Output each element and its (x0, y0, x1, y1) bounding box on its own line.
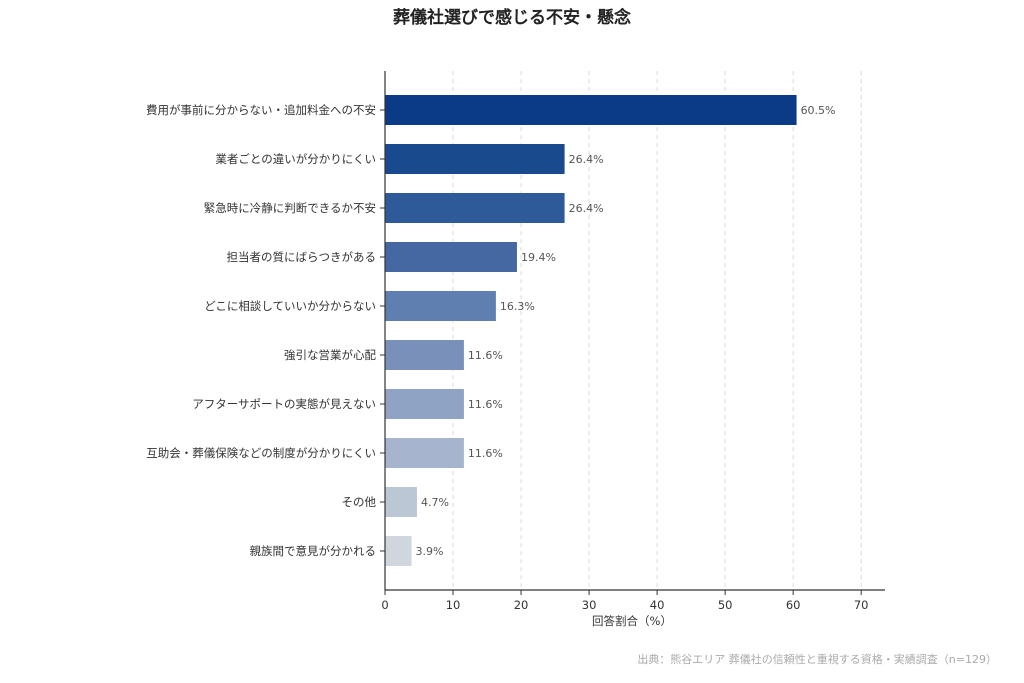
value-label: 4.7% (421, 496, 449, 509)
source-note: 出典：熊谷エリア 葬儀社の信頼性と重視する資格・実績調査（n=129） (637, 652, 997, 666)
bar (385, 389, 464, 419)
bar (385, 438, 464, 468)
x-axis-title: 回答割合（%） (592, 614, 672, 628)
value-label: 3.9% (416, 545, 444, 558)
value-labels: 60.5% 26.4% 26.4% 19.4% 16.3% 11.6% 11.6% 11.6%… (416, 104, 836, 558)
x-tick-label: 40 (650, 598, 665, 612)
x-tick-label: 20 (514, 598, 529, 612)
category-label: 業者ごとの違いが分かりにくい (215, 152, 376, 166)
value-label: 11.6% (468, 349, 503, 362)
value-label: 11.6% (468, 447, 503, 460)
value-label: 26.4% (569, 202, 604, 215)
bar (385, 95, 797, 125)
category-label: アフターサポートの実態が見えない (192, 397, 376, 411)
category-label: 担当者の質にばらつきがある (227, 250, 377, 264)
category-label: 緊急時に冷静に判断できるか不安 (204, 201, 376, 215)
axes (380, 71, 885, 595)
bar (385, 291, 496, 321)
value-label: 16.3% (500, 300, 535, 313)
bar (385, 536, 412, 566)
bar (385, 144, 565, 174)
bar (385, 340, 464, 370)
bar (385, 193, 565, 223)
value-label: 11.6% (468, 398, 503, 411)
value-label: 60.5% (801, 104, 836, 117)
x-tick-label: 70 (854, 598, 869, 612)
value-label: 26.4% (569, 153, 604, 166)
x-tick-label: 50 (718, 598, 733, 612)
bar (385, 487, 417, 517)
x-tick-label: 10 (446, 598, 461, 612)
category-label: その他 (342, 495, 377, 509)
category-labels: 費用が事前に分からない・追加料金への不安業者ごとの違いが分かりにくい緊急時に冷静… (146, 103, 376, 558)
value-label: 19.4% (521, 251, 556, 264)
category-label: 互助会・葬儀保険などの制度が分かりにくい (146, 446, 376, 460)
x-tick-label: 0 (381, 598, 388, 612)
grid-lines (452, 71, 862, 590)
chart-title: 葬儀社選びで感じる不安・懸念 (393, 7, 631, 28)
category-label: 費用が事前に分からない・追加料金への不安 (146, 103, 376, 117)
category-label: 親族間で意見が分かれる (250, 544, 377, 558)
bars (385, 95, 797, 566)
x-tick-labels: 0 10 20 30 40 50 60 70 (381, 598, 868, 612)
category-label: 強引な営業が心配 (284, 348, 376, 362)
category-label: どこに相談していいか分からない (204, 299, 376, 313)
x-tick-label: 30 (582, 598, 597, 612)
bar (385, 242, 517, 272)
x-tick-label: 60 (786, 598, 801, 612)
